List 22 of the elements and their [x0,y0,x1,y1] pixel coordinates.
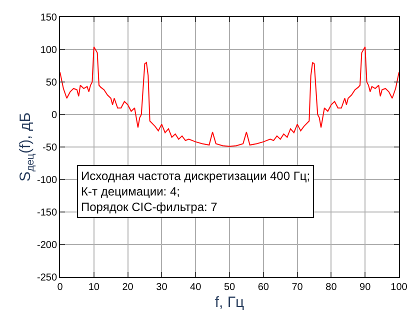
x-tick-label: 70 [292,282,304,293]
y-tick-label: -200 [36,240,58,251]
annotation: Исходная частота дискретизации 400 Гц; К-т децимации: 4; Порядок CIC-фильтра: 7 [81,169,310,214]
x-tick-label: 40 [190,282,202,293]
x-tick-label: 60 [258,282,270,293]
x-tick-label: 80 [326,282,338,293]
y-tick-label: 100 [40,45,58,56]
x-axis-title: f, Гц [214,294,245,311]
x-tick-label: 10 [88,282,100,293]
y-tick-label: 150 [40,12,58,24]
y-tick-label: -150 [36,208,58,218]
x-tick-label: 30 [156,282,168,293]
x-tick-label: 90 [360,282,372,293]
line-series [60,46,399,147]
y-tick-label: -50 [42,142,58,154]
x-tick-label: 100 [390,282,408,293]
y-tick-label: 50 [46,78,58,88]
x-tick-label: 20 [122,282,134,293]
y-tick-label: -100 [36,175,58,186]
y-tick-label: 0 [51,110,58,121]
x-tick-label: 50 [224,282,236,293]
y-tick-label: -250 [36,272,58,284]
